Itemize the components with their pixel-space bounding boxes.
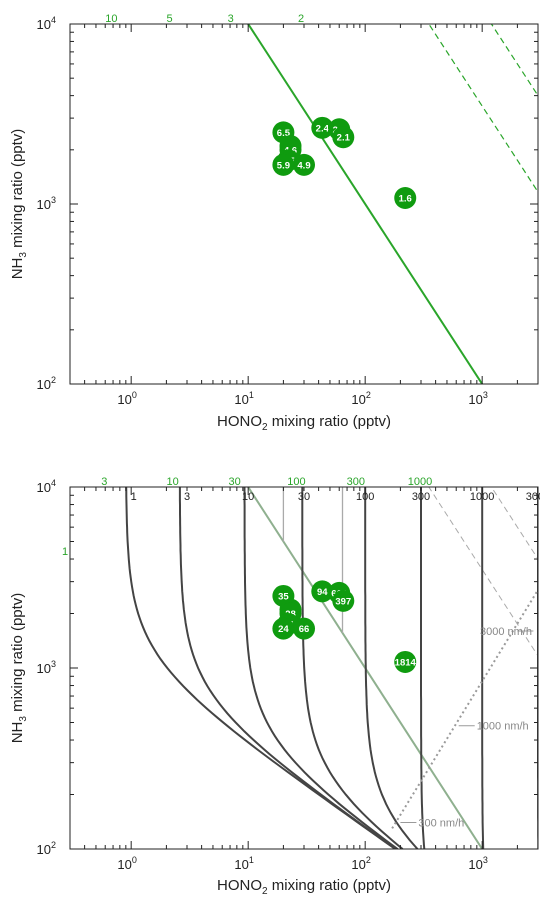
- bottom-curve-label: 10: [242, 491, 254, 503]
- top-iso-label: 3: [228, 13, 234, 25]
- bottom-green-label: 30: [228, 476, 240, 488]
- top-iso-label: 2: [298, 13, 304, 25]
- top-y-tick-label: 103: [37, 195, 56, 212]
- bottom-curve-label: 1: [131, 491, 137, 503]
- bottom-chart: 1310301003001000300013103010030010003000…: [9, 0, 540, 897]
- bottom-base-line: [246, 487, 484, 849]
- top-data-point-label: 5.9: [277, 160, 290, 171]
- top-iso-line: [70, 0, 538, 2]
- top-x-tick-label: 101: [234, 390, 253, 407]
- bottom-rate-curve: [301, 487, 404, 849]
- top-data-point: [293, 153, 315, 176]
- bottom-x-tick-label: 103: [468, 855, 487, 872]
- bottom-x-tick-label: 101: [234, 855, 253, 872]
- top-data-point-label: 2.4: [316, 123, 330, 134]
- bottom-dashed-iso-line: [428, 487, 538, 657]
- bottom-y-tick-label: 104: [37, 478, 56, 495]
- bottom-green-label: 10: [167, 476, 179, 488]
- bottom-green-label: 1: [62, 546, 68, 558]
- top-iso-line: [428, 24, 538, 193]
- bottom-data-point: [332, 589, 355, 612]
- bottom-y-axis-title: NH3 mixing ratio (pptv): [9, 593, 29, 744]
- bottom-data-point-label: 94: [317, 587, 328, 598]
- bottom-data-point: [293, 617, 315, 640]
- top-iso-label: 10: [105, 13, 117, 25]
- top-data-point: [311, 116, 334, 139]
- top-x-axis-title: HONO2 mixing ratio (pptv): [217, 413, 391, 433]
- bottom-data-point: [394, 650, 417, 673]
- top-x-tick-label: 100: [117, 390, 136, 407]
- bottom-rate-label: 3000 nm/h: [480, 626, 532, 638]
- bottom-green-label: 100: [287, 476, 305, 488]
- top-data-point-label: 4.9: [297, 160, 310, 171]
- bottom-rate-curve: [481, 487, 485, 849]
- top-data-point-label: 2.1: [337, 133, 351, 144]
- bottom-data-point: [311, 580, 334, 603]
- bottom-rate-curve: [178, 487, 397, 849]
- bottom-curve-label: 3000: [526, 491, 540, 503]
- bottom-data-point: [272, 617, 295, 640]
- bottom-rate-curve: [420, 487, 426, 849]
- bottom-dashed-iso-line: [70, 0, 538, 355]
- bottom-dotted-diagonal: [391, 589, 538, 829]
- top-y-tick-label: 104: [37, 15, 56, 32]
- bottom-green-label: 3: [101, 476, 107, 488]
- top-y-axis-title: NH3 mixing ratio (pptv): [9, 129, 29, 280]
- top-chart: Inf105326.54.94.64.55.94.92.42.92.11.6 1…: [9, 0, 539, 433]
- top-plot-frame: [69, 23, 539, 385]
- top-x-tick-label: 103: [468, 390, 487, 407]
- top-data-point-label: 6.5: [277, 128, 291, 139]
- bottom-plot-area: 1310301003001000300013103010030010003000…: [62, 0, 540, 849]
- top-iso-line: [246, 24, 484, 384]
- bottom-dashed-iso-line: [70, 0, 538, 266]
- bottom-green-label: 1000: [408, 476, 432, 488]
- bottom-data-point-label: 397: [335, 596, 351, 607]
- top-iso-label: 5: [166, 13, 172, 25]
- bottom-curve-label: 3: [184, 491, 190, 503]
- top-plot-area: Inf105326.54.94.64.55.94.92.42.92.11.6: [70, 0, 538, 384]
- bottom-green-label: 300: [347, 476, 365, 488]
- bottom-line-layer: [70, 0, 538, 849]
- bottom-data-point-label: 1814: [395, 657, 417, 668]
- bottom-curve-label: 1000: [470, 491, 494, 503]
- bottom-rate-curve: [364, 487, 419, 849]
- bottom-x-axis-title: HONO2 mixing ratio (pptv): [217, 877, 391, 897]
- bottom-curve-label: 30: [298, 491, 310, 503]
- bottom-y-tick-label: 103: [37, 659, 56, 676]
- bottom-rate-label: 300 nm/h: [418, 818, 464, 830]
- top-data-point-label: 1.6: [399, 193, 412, 204]
- bottom-x-tick-label: 102: [351, 855, 370, 872]
- bottom-data-point-label: 35: [278, 591, 289, 602]
- top-iso-lines: [70, 0, 538, 384]
- bottom-y-tick-label: 102: [37, 840, 56, 857]
- top-data-point: [332, 126, 355, 149]
- bottom-rate-label: 1000 nm/h: [477, 721, 529, 733]
- top-x-tick-label: 102: [351, 390, 370, 407]
- top-data-point: [272, 153, 295, 176]
- top-data-point: [394, 186, 417, 209]
- bottom-rate-curve: [243, 487, 399, 849]
- top-y-tick-label: 102: [37, 375, 56, 392]
- bottom-data-point-label: 66: [299, 624, 310, 635]
- bottom-x-tick-label: 100: [117, 855, 136, 872]
- bottom-curve-label: 300: [412, 491, 430, 503]
- bottom-data-point-label: 24: [278, 624, 289, 635]
- bottom-curve-label: 100: [356, 491, 374, 503]
- bottom-rate-curve: [125, 487, 396, 849]
